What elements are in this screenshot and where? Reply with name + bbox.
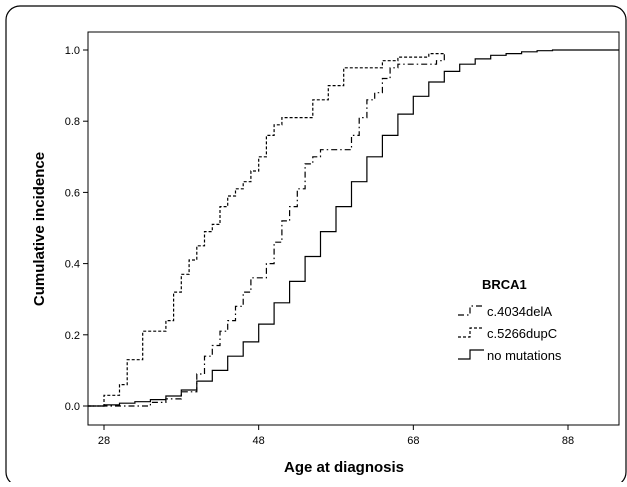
x-axis-title: Age at diagnosis: [284, 459, 404, 476]
y-axis-title: Cumulative incidence: [31, 152, 48, 306]
legend-swatch-c5266dupC: [458, 327, 484, 338]
y-axis: 0.0 0.2 0.4 0.6 0.8 1.0: [65, 45, 88, 413]
x-tick-label: 68: [407, 435, 419, 447]
series-line-no-mutations: [88, 49, 619, 407]
outer-frame: [5, 5, 627, 487]
x-tick-label: 48: [253, 435, 265, 447]
legend-item-c5266dupC: c.5266dupC: [458, 326, 557, 341]
y-tick-label: 0.2: [65, 330, 80, 342]
y-tick-label: 0.8: [65, 116, 80, 128]
y-tick-label: 0.4: [65, 259, 80, 271]
legend-label-c4034delA: c.4034delA: [487, 304, 552, 319]
x-tick-label: 28: [98, 435, 110, 447]
legend-item-no-mutations: no mutations: [458, 348, 562, 363]
legend-swatch-c4034delA: [458, 305, 484, 316]
legend-title: BRCA1: [482, 277, 527, 292]
series-line-c-4034dela: [88, 53, 445, 407]
legend-label-no-mutations: no mutations: [487, 348, 562, 363]
plot-area: [87, 31, 620, 426]
x-axis: 28 48 68 88: [98, 425, 574, 447]
series-line-c-5266dupc: [88, 53, 445, 407]
legend-swatch-no-mutations: [458, 349, 484, 360]
x-tick-label: 88: [562, 435, 574, 447]
series-layer: [88, 49, 619, 407]
y-tick-label: 0.0: [65, 401, 80, 413]
legend-item-c4034delA: c.4034delA: [458, 304, 552, 319]
y-tick-label: 0.6: [65, 187, 80, 199]
legend-label-c5266dupC: c.5266dupC: [487, 326, 557, 341]
legend: BRCA1 c.4034delA c.5266dupC no mutations: [458, 277, 562, 363]
y-tick-label: 1.0: [65, 45, 80, 57]
